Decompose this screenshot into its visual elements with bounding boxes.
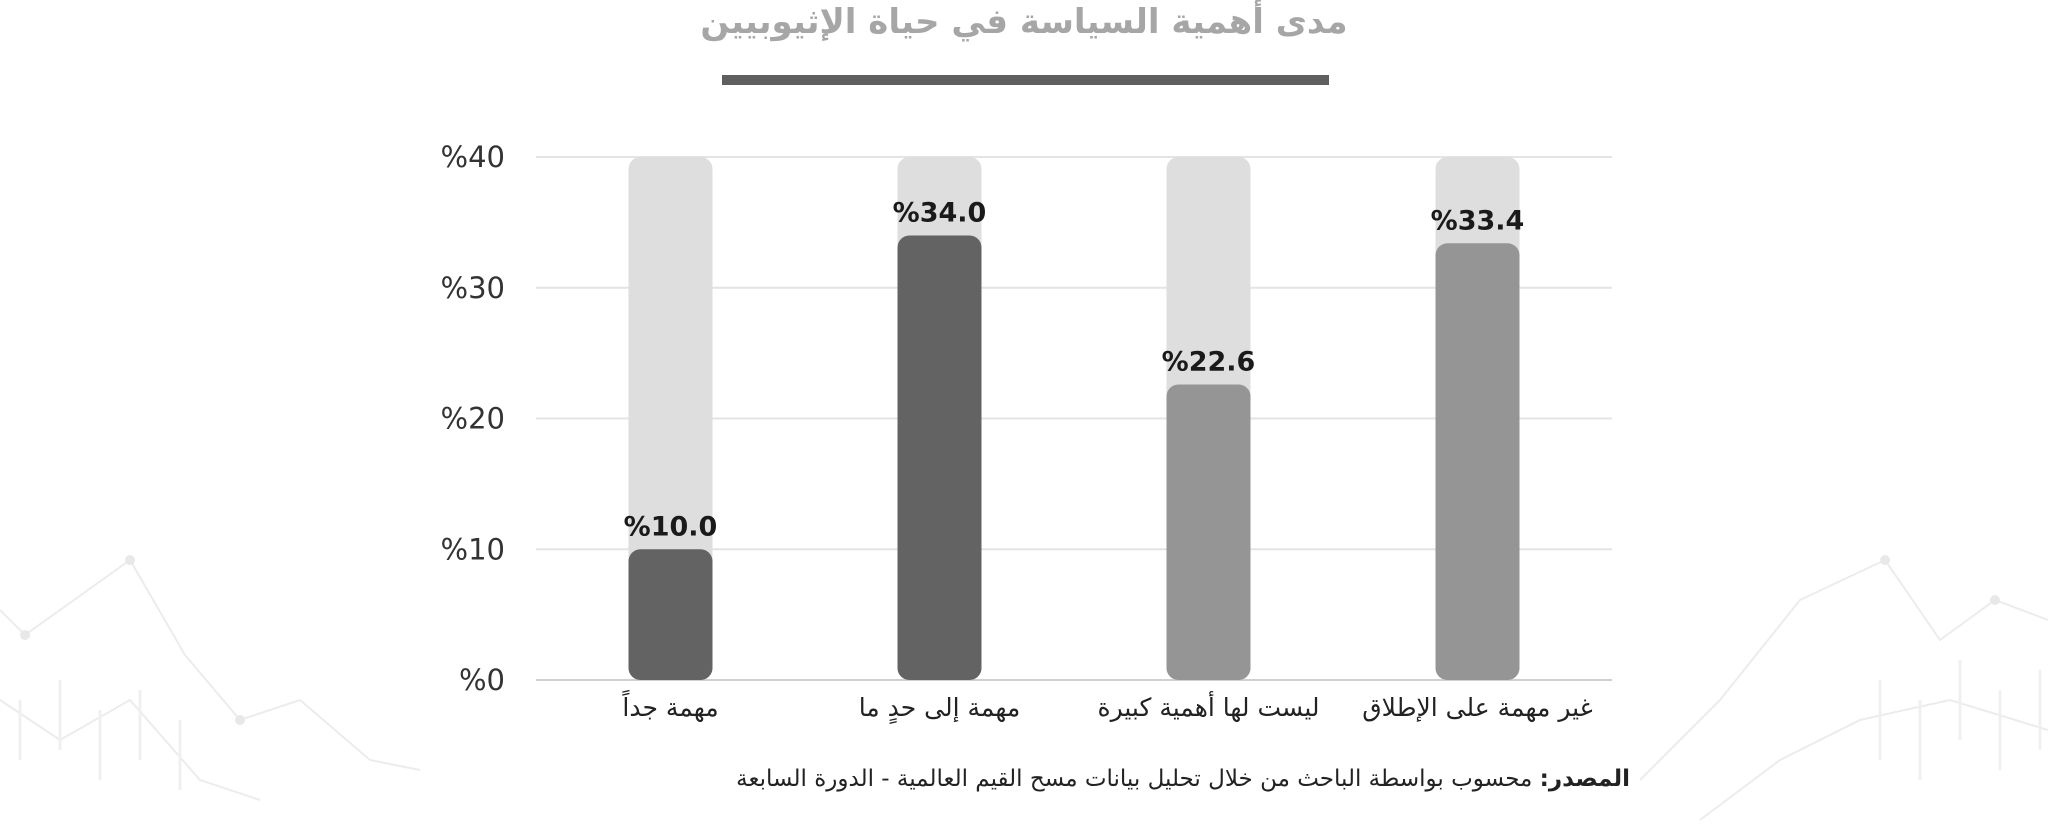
x-tick-label: غير مهمة على الإطلاق — [1362, 693, 1592, 723]
title-underline — [722, 75, 1329, 85]
bar — [1435, 243, 1520, 681]
data-label: %22.6 — [1162, 347, 1256, 378]
y-tick-label: %30 — [441, 271, 505, 305]
x-tick-label: مهمة إلى حدٍ ما — [859, 693, 1021, 724]
source-text: محسوب بواسطة الباحث من خلال تحليل بيانات… — [736, 766, 1533, 792]
source-label: المصدر: — [1539, 766, 1630, 792]
x-tick-label: ليست لها أهمية كبيرة — [1097, 690, 1319, 723]
bar — [897, 235, 982, 680]
bar — [628, 549, 713, 680]
data-label: %10.0 — [624, 511, 718, 542]
y-tick-label: %20 — [441, 402, 505, 436]
bar — [1166, 384, 1251, 680]
y-tick-label: %40 — [441, 140, 505, 174]
source-note: المصدر: محسوب بواسطة الباحث من خلال تحلي… — [500, 762, 1630, 796]
y-tick-label: %10 — [441, 532, 505, 566]
y-tick-label: %0 — [459, 663, 505, 697]
data-label: %33.4 — [1431, 205, 1525, 236]
chart-title: مدى أهمية السياسة في حياة الإثيوبيين — [700, 2, 1348, 42]
x-tick-label: مهمة جداً — [622, 690, 719, 723]
data-label: %34.0 — [893, 197, 987, 228]
